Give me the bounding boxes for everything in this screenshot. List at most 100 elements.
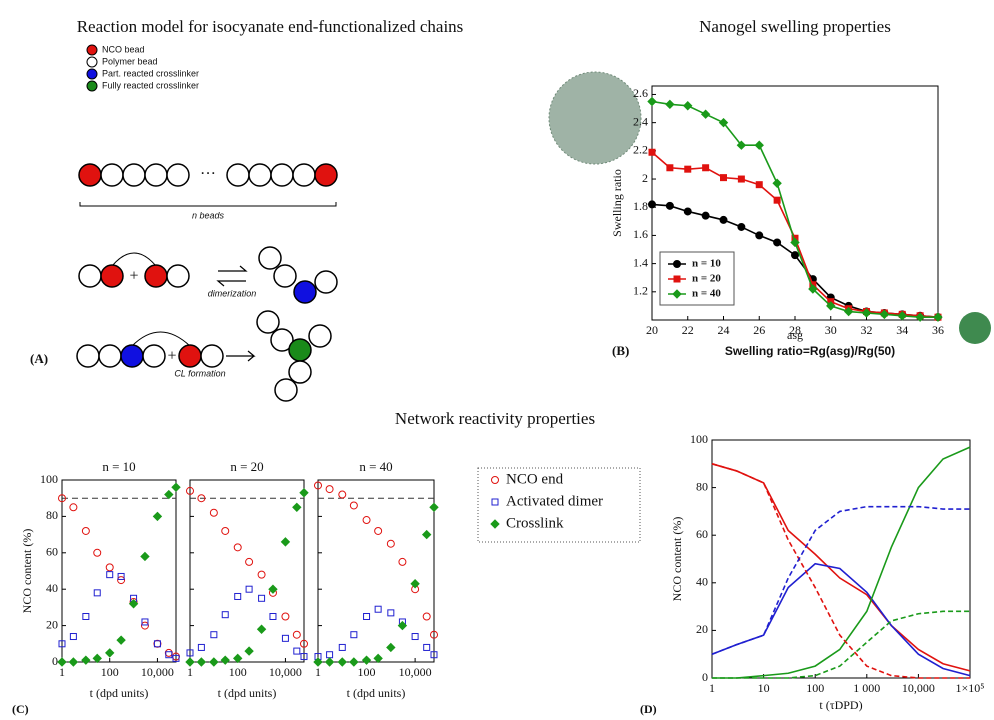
marker (258, 594, 266, 602)
marker (386, 539, 395, 548)
y-tick-label: 2.2 (633, 143, 648, 157)
marker (702, 164, 710, 172)
legend-bead (86, 56, 98, 68)
marker (326, 651, 334, 659)
marker (153, 639, 162, 648)
section-title: Network reactivity properties (395, 409, 595, 428)
series-line (712, 446, 971, 679)
marker (245, 585, 253, 593)
legend-text: NCO bead (102, 44, 145, 54)
marker (314, 481, 322, 490)
y-tick-label: 1.2 (633, 284, 648, 298)
marker (808, 284, 818, 294)
diagram-title: Reaction model for isocyanate end-functi… (77, 17, 464, 36)
x-tick-label: 10,000 (141, 665, 174, 679)
marker (300, 639, 308, 648)
y-tick-label: 1.6 (633, 227, 648, 241)
nanogel-collapsed (959, 312, 991, 344)
marker (673, 275, 681, 283)
dimerization-scheme (78, 246, 338, 304)
panel-label: (B) (612, 343, 629, 358)
marker (665, 99, 675, 110)
marker (256, 624, 267, 634)
x-tick-label: 10,000 (902, 681, 935, 695)
marker (491, 476, 499, 484)
marker (423, 643, 431, 651)
x-tick-label: 100 (358, 665, 376, 679)
marker (324, 657, 335, 667)
series-line (711, 463, 971, 672)
panel-label: (C) (12, 702, 29, 716)
marker (93, 589, 101, 597)
y-tick-label: 40 (46, 581, 58, 595)
y-tick-label: 60 (696, 527, 708, 541)
legend-label: Crosslink (506, 515, 564, 531)
marker (69, 503, 78, 512)
y-tick-label: 60 (46, 545, 58, 559)
marker (292, 630, 301, 639)
marker (879, 309, 890, 320)
marker (648, 200, 656, 209)
x-tick-label: 30 (825, 323, 837, 337)
y-tick-label: 1.4 (633, 255, 648, 269)
marker (280, 537, 291, 547)
y-tick-label: 2.4 (633, 114, 648, 128)
nanogel-swollen (548, 71, 642, 165)
marker (220, 655, 230, 665)
series-line (712, 610, 970, 679)
plus: + (167, 348, 176, 365)
y-tick-label: 80 (696, 479, 708, 493)
marker (140, 621, 149, 630)
plus: + (129, 268, 138, 285)
marker (350, 631, 358, 639)
plot-frame (189, 479, 305, 663)
marker (186, 649, 194, 657)
x-tick-label: 20 (646, 323, 658, 337)
marker (165, 651, 173, 659)
marker (422, 612, 431, 621)
marker (349, 657, 359, 667)
marker (398, 557, 407, 566)
marker (117, 576, 126, 585)
legend-label: Activated dimer (506, 493, 603, 509)
marker (209, 657, 219, 667)
x-tick-label: 100 (806, 681, 824, 695)
marker (233, 653, 243, 664)
marker (915, 312, 925, 322)
y-tick-label: 40 (696, 575, 708, 589)
marker (233, 543, 242, 552)
marker (268, 584, 278, 594)
x-tick-label: 1 000 (853, 681, 880, 695)
legend-bead (86, 80, 98, 92)
marker (490, 519, 500, 529)
marker (244, 646, 254, 656)
x-tick-label: 1 (187, 665, 193, 679)
marker (491, 498, 499, 506)
marker (300, 653, 308, 661)
y-tick-label: 1.8 (633, 199, 648, 213)
marker (648, 148, 656, 156)
marker (790, 237, 800, 248)
marker (861, 308, 872, 318)
x-axis-label: t (dpd units) (218, 686, 277, 700)
marker (221, 526, 230, 535)
marker (933, 312, 943, 322)
y-tick-label: 80 (46, 508, 58, 522)
marker (672, 289, 682, 299)
x-tick-label: 34 (896, 323, 908, 337)
legend-text: Polymer bead (102, 56, 158, 66)
marker (292, 502, 302, 513)
plot-frame (61, 479, 177, 663)
x-tick-label: 100 (101, 665, 119, 679)
marker (171, 482, 181, 492)
series-line (711, 505, 970, 655)
x-axis-label: t (τDPD) (819, 698, 862, 712)
marker (58, 640, 66, 648)
marker (221, 611, 229, 619)
marker (373, 653, 383, 664)
marker (57, 657, 67, 667)
marker (719, 215, 728, 224)
marker (281, 612, 290, 621)
y-tick-label: 100 (40, 472, 58, 486)
y-tick-label: 0 (702, 670, 708, 684)
